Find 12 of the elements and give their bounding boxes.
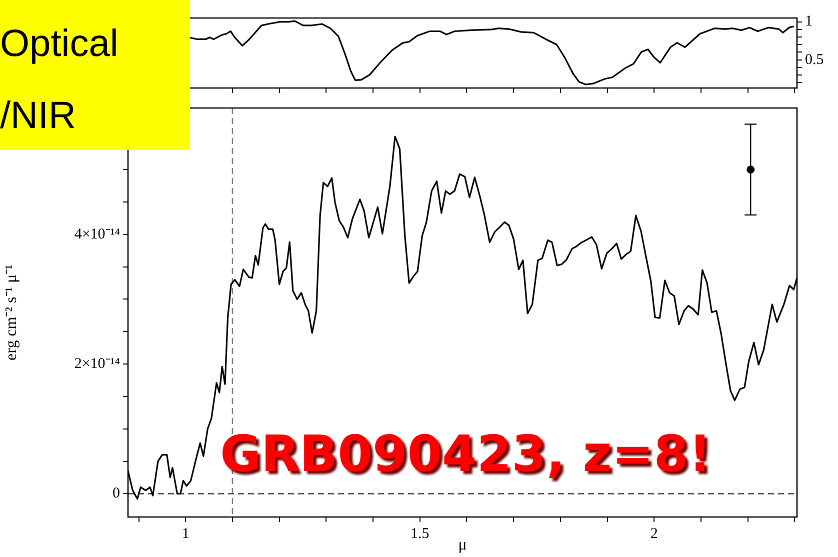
- text: Optical /NIR: [0, 0, 190, 150]
- y-tick-label: 0: [112, 486, 120, 502]
- x-tick-label: 1: [182, 526, 190, 542]
- x-tick-label: 1.5: [410, 526, 430, 542]
- annotation: GRB090423, z=8!: [220, 425, 712, 483]
- y2-tick-label: 1: [805, 14, 812, 30]
- y-axis-title: erg cm⁻² s⁻¹ μ⁻¹: [2, 264, 20, 360]
- x-axis-title: μ: [458, 536, 467, 554]
- x-tick-label: 2: [650, 526, 658, 542]
- y2-tick-label: 0.5: [805, 52, 824, 68]
- y-tick-label: 4×10⁻¹⁴: [74, 226, 120, 242]
- y-tick-label: 2×10⁻¹⁴: [74, 356, 120, 372]
